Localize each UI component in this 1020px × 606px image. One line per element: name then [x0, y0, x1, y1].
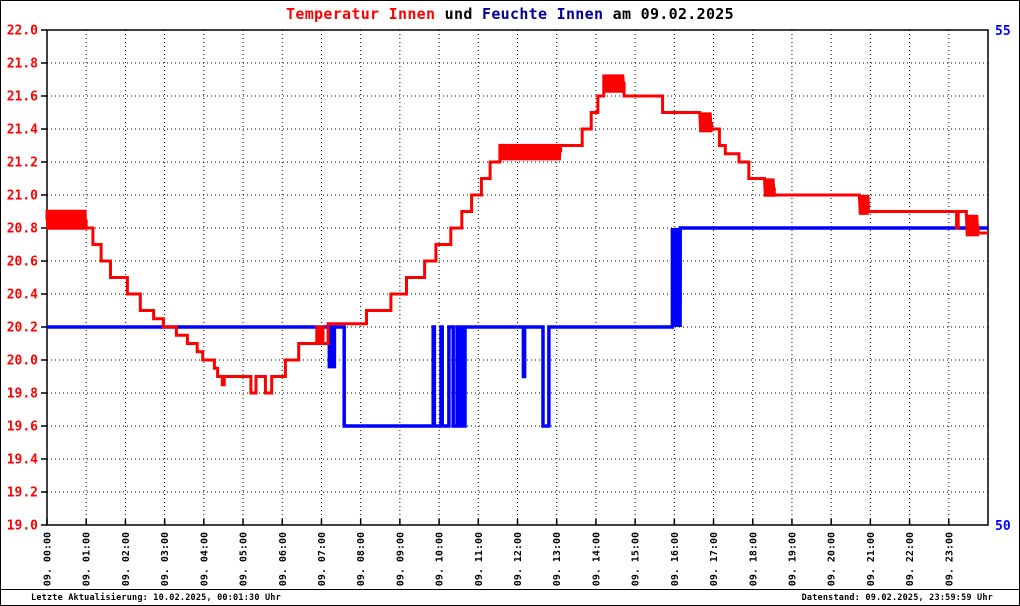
x-axis-label: 09. 21:00 — [866, 532, 877, 586]
x-axis-label: 09. 02:00 — [121, 532, 132, 586]
left-axis-label: 19.0 — [7, 519, 38, 534]
left-axis-label: 21.0 — [7, 189, 38, 204]
x-axis-label: 09. 13:00 — [552, 532, 563, 586]
last-update-text: Letzte Aktualisierung: 10.02.2025, 00:01… — [31, 593, 281, 603]
left-axis-label: 21.8 — [7, 57, 38, 72]
x-axis-label: 09. 05:00 — [239, 532, 250, 586]
x-axis-label: 09. 07:00 — [317, 532, 328, 586]
x-axis-label: 09. 00:00 — [43, 532, 54, 586]
x-axis-label: 09. 06:00 — [278, 532, 289, 586]
left-axis-label: 22.0 — [7, 24, 38, 39]
title-temperature: Temperatur Innen — [286, 5, 436, 23]
left-axis-label: 20.2 — [7, 321, 38, 336]
left-axis-label: 20.6 — [7, 255, 38, 270]
left-axis-label: 20.4 — [7, 288, 38, 303]
title-and: und — [435, 5, 482, 23]
right-axis-label: 50 — [995, 519, 1011, 534]
humidity-series — [47, 226, 988, 428]
x-axis-label: 09. 20:00 — [827, 532, 838, 586]
x-axis-label: 09. 22:00 — [905, 532, 916, 586]
x-axis-label: 09. 09:00 — [395, 532, 406, 586]
x-axis-label: 09. 11:00 — [474, 532, 485, 586]
left-axis-label: 19.4 — [7, 453, 38, 468]
x-axis-label: 09. 18:00 — [748, 532, 759, 586]
x-axis-label: 09. 04:00 — [199, 532, 210, 586]
x-axis-label: 09. 12:00 — [513, 532, 524, 586]
x-axis-label: 09. 14:00 — [591, 532, 602, 586]
left-axis-label: 21.6 — [7, 90, 38, 105]
x-axis-label: 09. 10:00 — [435, 532, 446, 586]
data-timestamp-text: Datenstand: 09.02.2025, 23:59:59 Uhr — [801, 593, 993, 603]
left-axis-label: 19.8 — [7, 387, 38, 402]
left-axis-label: 20.8 — [7, 222, 38, 237]
title-date: am 09.02.2025 — [603, 5, 734, 23]
x-axis-label: 09. 01:00 — [82, 532, 93, 586]
x-axis-label: 09. 19:00 — [787, 532, 798, 586]
x-axis-label: 09. 23:00 — [944, 532, 955, 586]
x-axis-label: 09. 17:00 — [709, 532, 720, 586]
x-axis-label: 09. 15:00 — [631, 532, 642, 586]
left-axis-label: 19.2 — [7, 486, 38, 501]
chart-title: Temperatur Innen und Feuchte Innen am 09… — [1, 5, 1019, 23]
plot-frame — [46, 29, 989, 526]
x-axis-label: 09. 03:00 — [160, 532, 171, 586]
right-axis-label: 55 — [995, 24, 1011, 39]
x-axis-label: 09. 16:00 — [670, 532, 681, 586]
footer-divider — [1, 589, 1019, 590]
left-axis-label: 21.2 — [7, 156, 38, 171]
left-axis-label: 21.4 — [7, 123, 38, 138]
left-axis-label: 19.6 — [7, 420, 38, 435]
x-axis-label: 09. 08:00 — [356, 532, 367, 586]
temperature-series — [45, 74, 988, 395]
left-axis-label: 20.0 — [7, 354, 38, 369]
title-humidity: Feuchte Innen — [482, 5, 604, 23]
